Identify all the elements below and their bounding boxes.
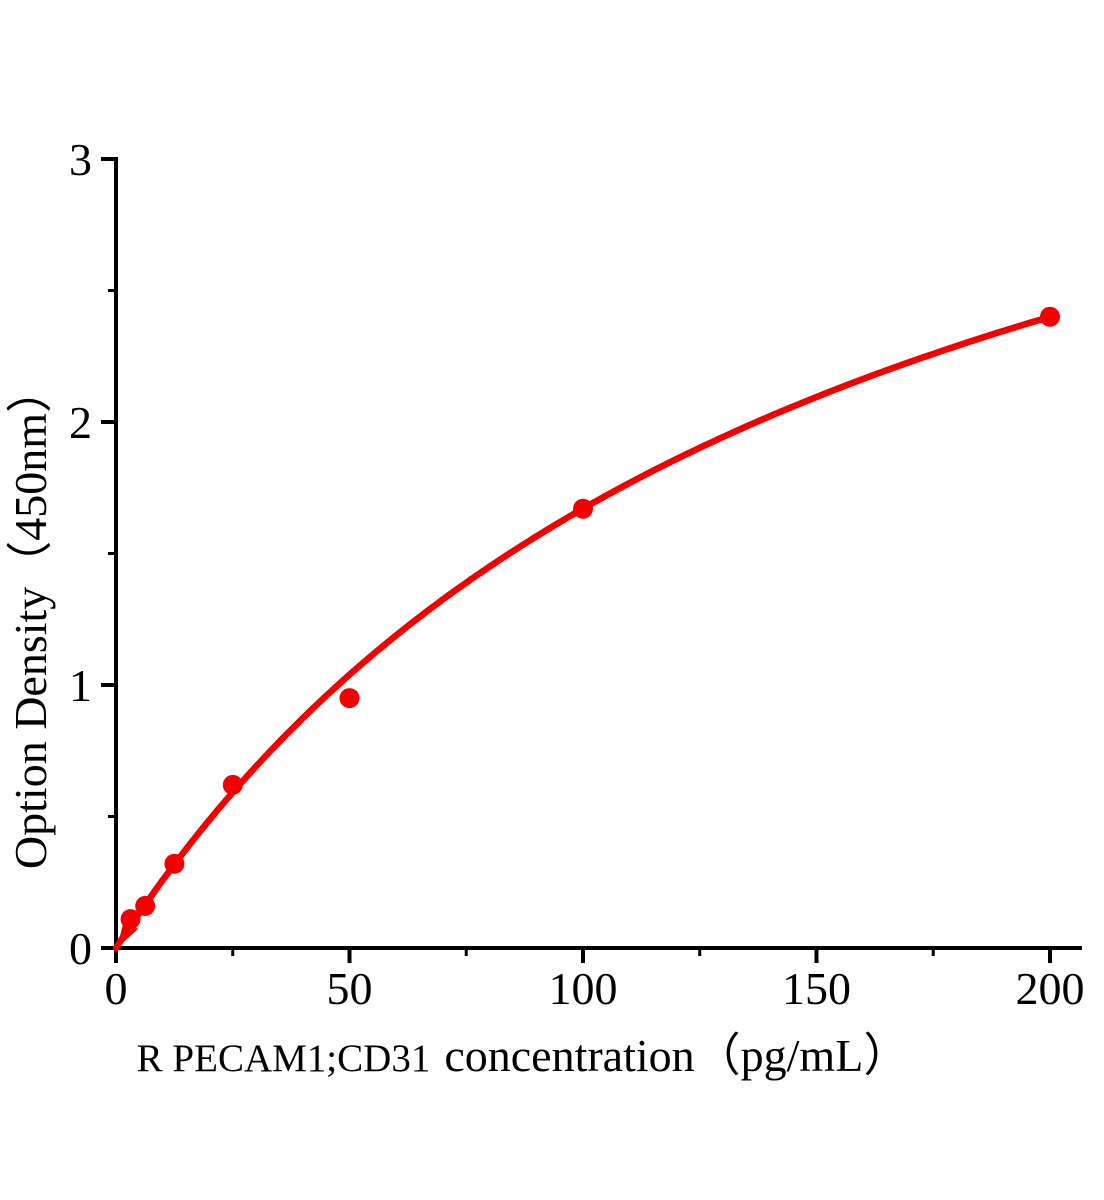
axes <box>114 157 1082 950</box>
data-point <box>1040 306 1060 327</box>
y-tick-label: 2 <box>69 397 92 448</box>
data-point <box>164 853 185 874</box>
x-axis-title-prefix: R PECAM1;CD31 <box>137 1037 431 1080</box>
x-tick-label: 100 <box>549 963 618 1014</box>
x-axis-title-main: concentration（pg/mL） <box>444 1030 909 1081</box>
data-points <box>120 306 1060 930</box>
x-tick-label: 150 <box>782 963 851 1014</box>
x-tick-label: 50 <box>327 963 373 1014</box>
fitted-curve <box>112 313 1054 952</box>
axis-lines <box>114 157 1082 950</box>
data-point <box>135 895 156 916</box>
x-axis-title: R PECAM1;CD31 concentration（pg/mL） <box>137 1030 910 1081</box>
tick-labels: 0 50 100 150 200 0 1 2 3 <box>69 134 1085 1014</box>
standard-curve-line <box>112 313 1054 952</box>
data-point <box>339 688 360 709</box>
x-tick-label: 200 <box>1016 963 1085 1014</box>
data-point <box>573 498 593 519</box>
y-axis-title: Option Density（450nm） <box>5 367 56 869</box>
y-tick-label: 3 <box>69 134 92 185</box>
x-tick-label: 0 <box>105 963 128 1014</box>
data-point <box>222 774 243 795</box>
tick-marks <box>101 157 1052 963</box>
y-tick-label: 1 <box>69 660 92 711</box>
data-point <box>120 909 141 930</box>
y-tick-label: 0 <box>69 923 92 974</box>
